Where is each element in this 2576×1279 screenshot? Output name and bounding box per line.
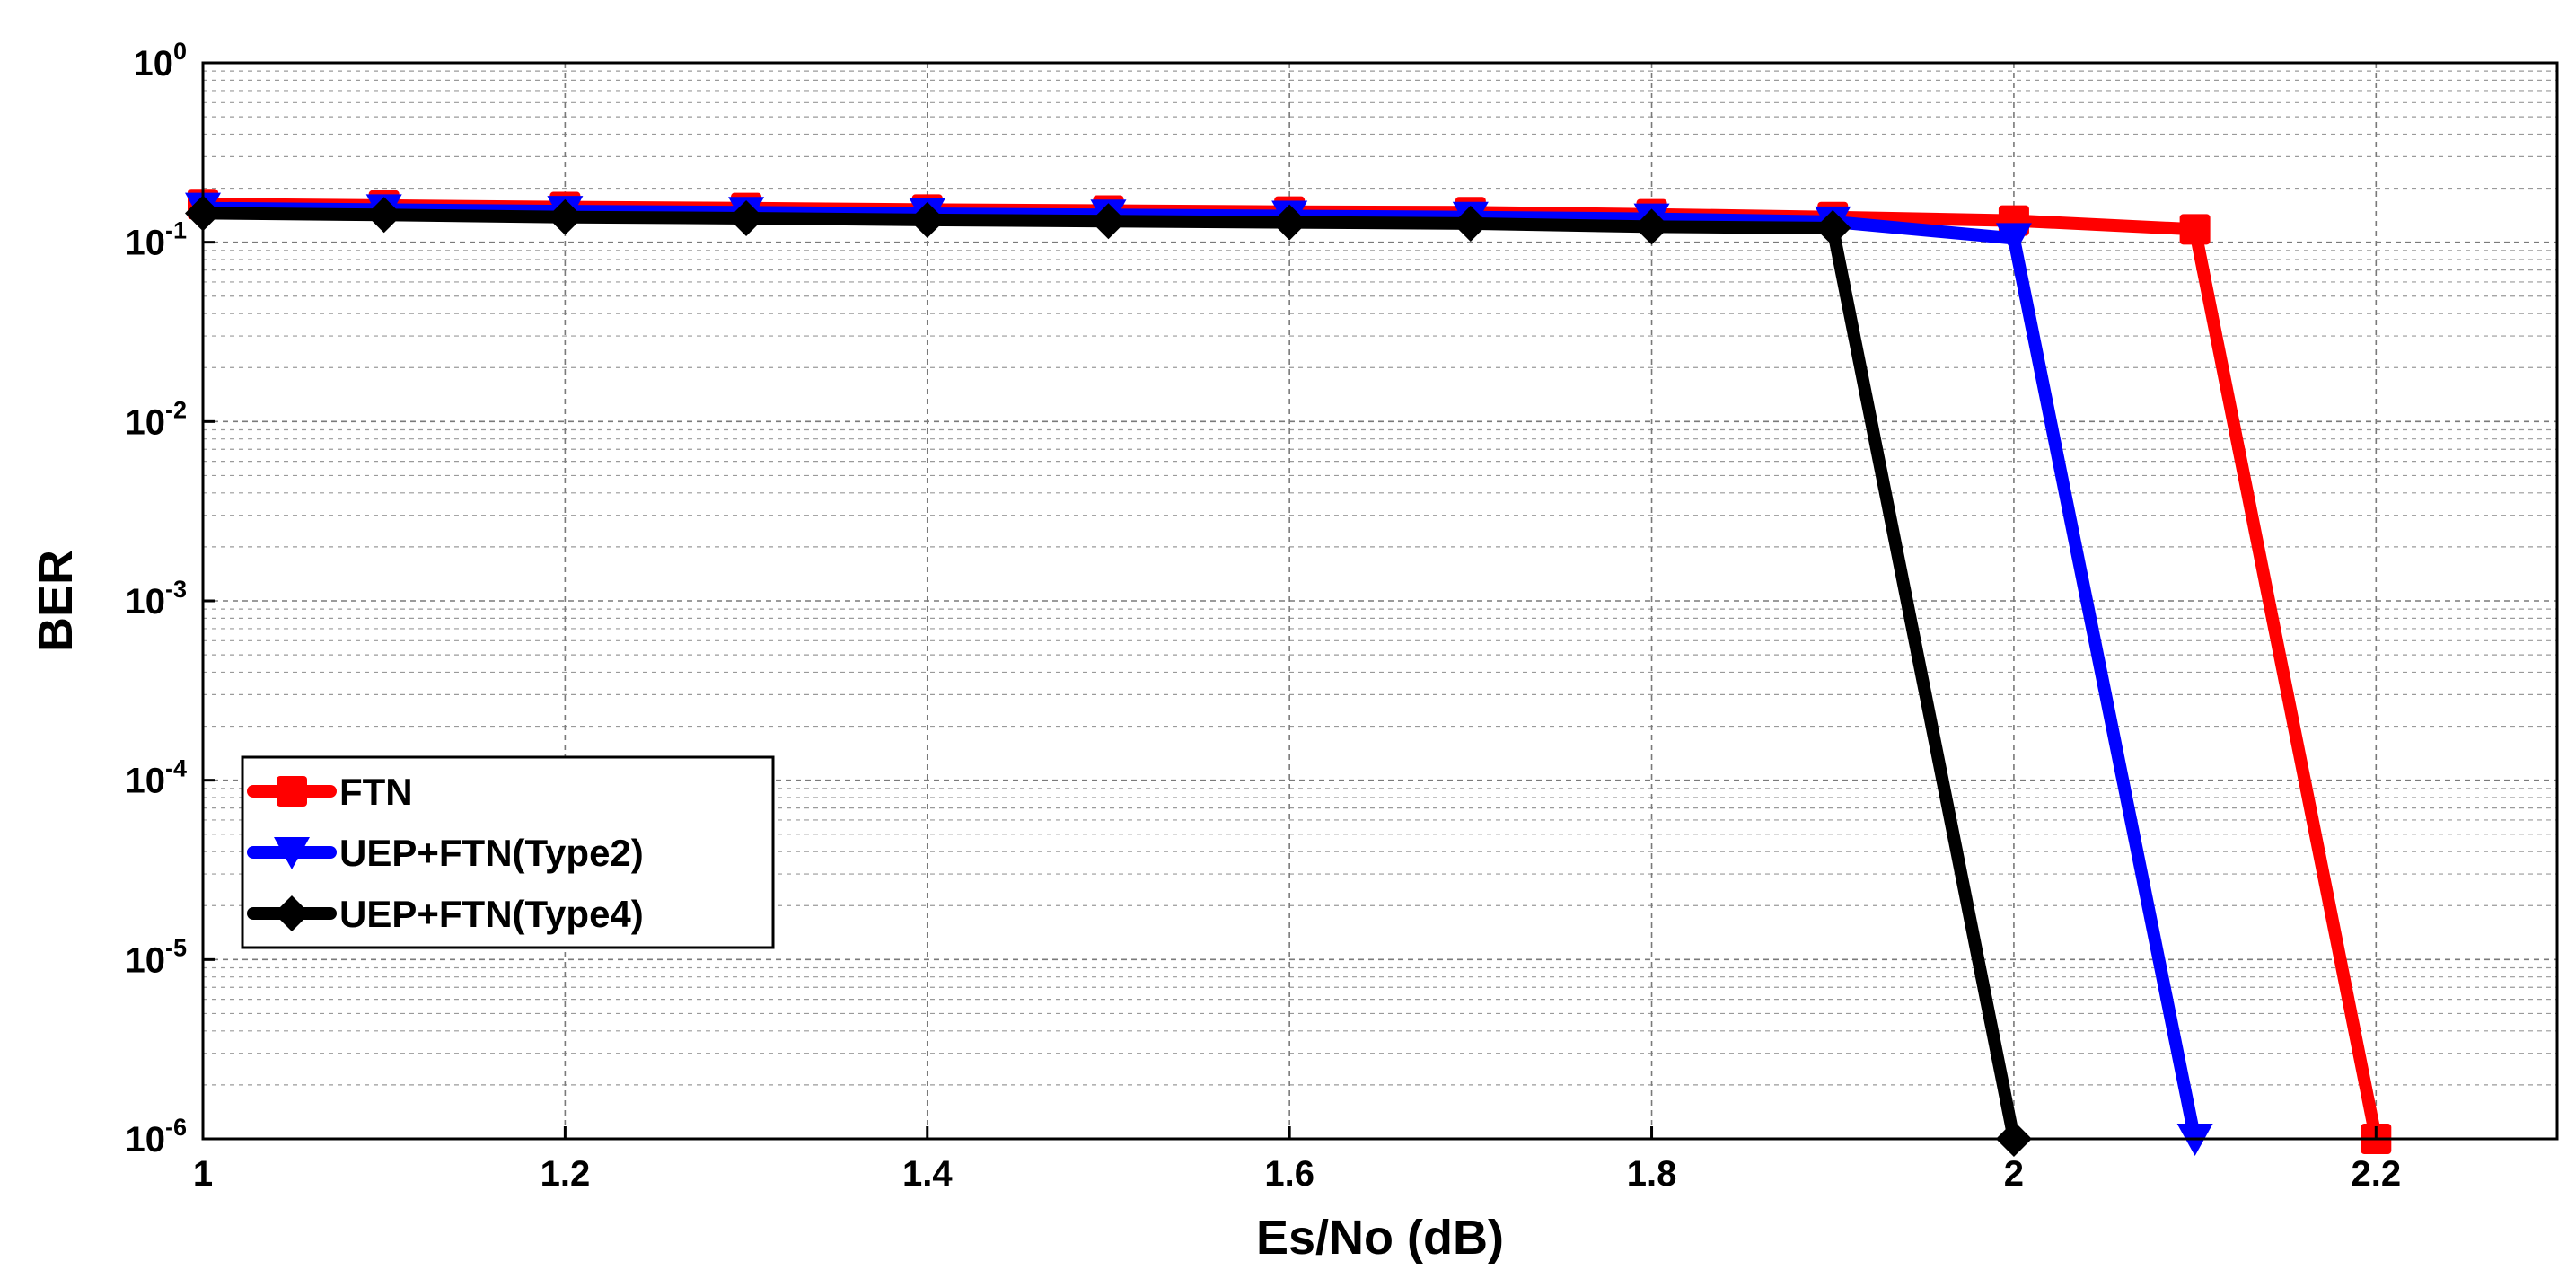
series-layer bbox=[185, 189, 2392, 1157]
y-tick-label: 10-4 bbox=[125, 755, 187, 801]
data-point bbox=[1452, 205, 1489, 242]
y-tick-label: 10-1 bbox=[125, 217, 187, 263]
y-axis-title: BER bbox=[29, 550, 83, 652]
x-axis-title: Es/No (dB) bbox=[1256, 1211, 1504, 1265]
legend-swatch-marker bbox=[277, 776, 307, 807]
x-tick-label: 1 bbox=[193, 1154, 213, 1194]
legend-label: FTN bbox=[339, 771, 413, 813]
data-point bbox=[365, 197, 402, 234]
data-point bbox=[1271, 204, 1308, 241]
x-tick-label: 2 bbox=[2004, 1154, 2024, 1194]
data-point bbox=[1995, 223, 2032, 256]
y-tick-label: 10-5 bbox=[125, 934, 187, 980]
y-tick-label: 10-3 bbox=[125, 576, 187, 622]
x-tick-label: 1.4 bbox=[902, 1154, 953, 1194]
y-tick-label: 100 bbox=[133, 38, 187, 84]
data-point bbox=[2179, 214, 2211, 245]
data-point bbox=[1633, 208, 1670, 245]
legend-swatch-marker bbox=[274, 895, 310, 931]
x-tick-label: 2.2 bbox=[2352, 1154, 2402, 1194]
data-point bbox=[1815, 209, 1851, 246]
minor-grid bbox=[203, 70, 2557, 1086]
legend-label: UEP+FTN(Type2) bbox=[339, 832, 644, 874]
legend-swatch-marker bbox=[274, 837, 310, 869]
y-tick-label: 10-2 bbox=[125, 396, 187, 442]
data-point bbox=[1090, 203, 1127, 240]
data-point bbox=[547, 198, 584, 235]
x-tick-labels: 1 1.2 1.4 1.6 1.8 2 2.2 bbox=[193, 1126, 2401, 1194]
legend-item: FTN bbox=[247, 771, 413, 813]
legend-label: UEP+FTN(Type4) bbox=[339, 893, 644, 935]
data-point bbox=[728, 200, 765, 237]
y-tick-label: 10-6 bbox=[125, 1114, 187, 1160]
legend-item: UEP+FTN(Type2) bbox=[247, 832, 644, 874]
data-point bbox=[909, 201, 945, 238]
x-tick-label: 1.8 bbox=[1627, 1154, 1677, 1194]
series-UEP+FTN(Type4) bbox=[185, 195, 2032, 1157]
x-tick-label: 1.6 bbox=[1264, 1154, 1314, 1194]
legend-item: UEP+FTN(Type4) bbox=[247, 893, 644, 935]
x-tick-label: 1.2 bbox=[541, 1154, 591, 1194]
y-tick-labels: 100 10-1 10-2 10-3 10-4 10-5 10-6 bbox=[125, 38, 215, 1160]
legend: FTN UEP+FTN(Type2) UEP+FTN(Type4) bbox=[241, 755, 775, 949]
